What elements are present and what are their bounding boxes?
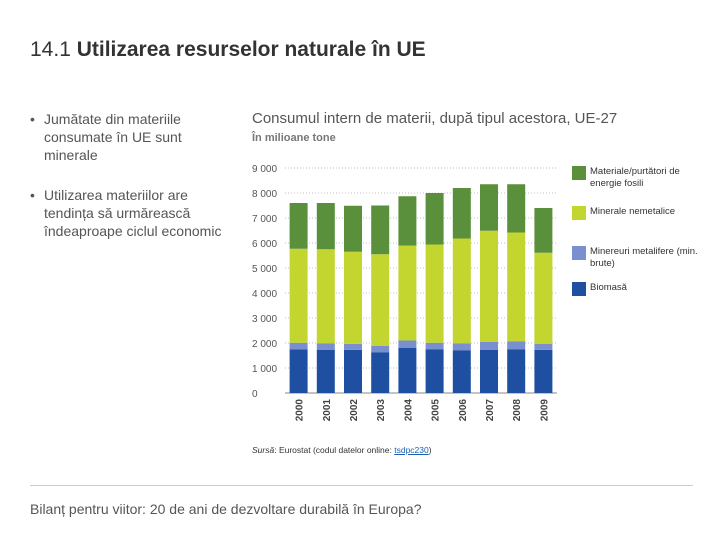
bar-segment-minerale <box>398 245 417 341</box>
bar-segment-minereuri <box>507 341 526 350</box>
bar-segment-minereuri <box>316 343 335 350</box>
y-tick-label: 3 000 <box>252 314 277 325</box>
bar-segment-minerale <box>534 252 553 344</box>
y-tick-label: 6 000 <box>252 239 277 250</box>
bar-segment-minereuri <box>344 343 362 350</box>
bar-segment-minerale <box>480 230 498 342</box>
bar-segment-minerale <box>371 254 390 346</box>
legend-label-fossil: Materiale/purtători de energie fosili <box>590 166 680 189</box>
bar-segment-biomasă <box>425 349 444 393</box>
bar-segment-minerale <box>425 244 444 343</box>
legend-swatch-nonmetallic <box>572 206 586 220</box>
slide-number: 14.1 <box>30 38 71 61</box>
legend-label-nonmetallic: Minerale nemetalice <box>590 206 676 217</box>
legend-swatch-fossil <box>572 166 586 180</box>
legend-swatch-metal-ores <box>572 246 586 260</box>
bar-segment-minerale <box>452 238 471 344</box>
bar-segment-materiale <box>452 188 471 239</box>
bar-segment-minerale <box>344 251 362 344</box>
bar-segment-minereuri <box>452 343 471 351</box>
bar-segment-biomasă <box>344 349 362 393</box>
bar-segment-biomasă <box>534 349 553 393</box>
bar-segment-biomasă <box>452 350 471 393</box>
footer-divider <box>30 485 693 486</box>
x-tick-label: 2000 <box>295 399 306 422</box>
slide-title: 14.1 Utilizarea resurselor naturale în U… <box>30 38 426 62</box>
y-tick-label: 8 000 <box>252 189 277 200</box>
bar-segment-minereuri <box>398 340 417 348</box>
x-tick-label: 2001 <box>322 399 333 422</box>
legend-swatch-biomass <box>572 282 586 296</box>
bullet-list: Jumătate din materiile consumate în UE s… <box>30 110 230 262</box>
bullet-item: Jumătate din materiile consumate în UE s… <box>30 110 230 164</box>
source-text: : Eurostat (codul datelor online: <box>274 445 395 455</box>
legend-label-metal-ores: Minereuri metalifere (min. brute) <box>590 246 698 269</box>
chart-source: Sursă: Eurostat (codul datelor online: t… <box>252 445 432 455</box>
chart-title: Consumul intern de materii, după tipul a… <box>252 110 618 127</box>
y-tick-label: 0 <box>252 389 258 400</box>
y-tick-label: 9 000 <box>252 164 277 175</box>
bar-segment-biomasă <box>289 349 308 393</box>
source-label: Sursă <box>252 445 275 455</box>
bar-segment-minerale <box>507 232 526 342</box>
x-tick-label: 2003 <box>376 399 387 422</box>
bar-segment-biomasă <box>398 348 417 393</box>
bullet-item: Utilizarea materiilor are tendința să ur… <box>30 186 230 240</box>
bar-segment-materiale <box>480 184 498 231</box>
x-tick-label: 2004 <box>403 399 414 422</box>
bar-segment-materiale <box>425 193 444 245</box>
bar-segment-materiale <box>534 208 553 253</box>
bar-segment-biomasă <box>371 352 390 393</box>
x-tick-label: 2005 <box>431 399 442 422</box>
y-tick-label: 4 000 <box>252 289 277 300</box>
x-tick-label: 2002 <box>349 399 360 422</box>
bar-segment-materiale <box>371 205 390 255</box>
bar-segment-minereuri <box>289 342 308 350</box>
bar-segment-biomasă <box>316 350 335 393</box>
bar-segment-biomasă <box>480 350 498 393</box>
y-tick-label: 7 000 <box>252 214 277 225</box>
source-link[interactable]: tsdpc230 <box>394 445 429 455</box>
bar-segment-materiale <box>344 205 362 252</box>
bar-segment-materiale <box>289 203 308 249</box>
legend-label-biomass: Biomasă <box>590 282 627 293</box>
bar-segment-materiale <box>398 196 417 246</box>
bar-segment-minerale <box>289 248 308 343</box>
y-tick-label: 1 000 <box>252 364 277 375</box>
bar-segment-minereuri <box>480 342 498 350</box>
bar-segment-minerale <box>316 249 335 344</box>
x-tick-label: 2006 <box>458 399 469 422</box>
footer-text: Bilanț pentru viitor: 20 de ani de dezvo… <box>30 501 422 517</box>
bar-segment-materiale <box>316 203 335 250</box>
x-tick-label: 2007 <box>485 399 496 422</box>
x-tick-label: 2009 <box>539 399 550 422</box>
y-tick-label: 2 000 <box>252 339 277 350</box>
chart-unit: În milioane tone <box>252 132 336 144</box>
x-tick-label: 2008 <box>512 399 523 422</box>
bar-segment-minereuri <box>534 344 553 350</box>
y-tick-label: 5 000 <box>252 264 277 275</box>
bar-segment-biomasă <box>507 349 526 393</box>
bar-segment-materiale <box>507 184 526 233</box>
bar-segment-minereuri <box>425 342 444 350</box>
slide-title-text: Utilizarea resurselor naturale în UE <box>76 38 426 61</box>
source-close: ) <box>428 445 432 455</box>
bar-segment-minereuri <box>371 346 390 353</box>
